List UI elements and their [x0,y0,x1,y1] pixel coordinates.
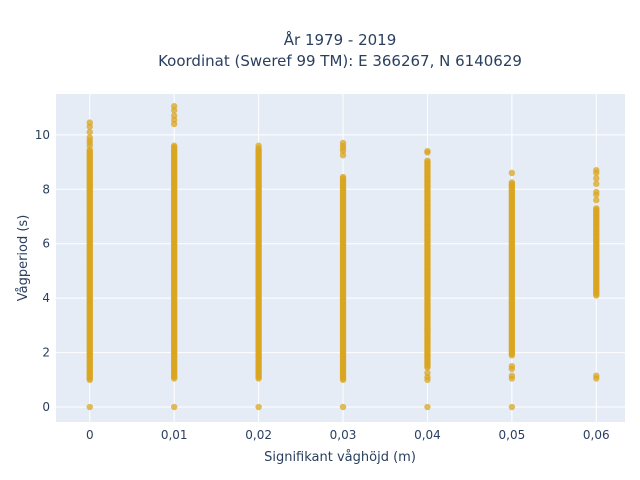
data-point [508,362,516,370]
data-points [86,103,600,411]
data-point [339,173,347,181]
data-point [508,179,516,186]
data-point [255,142,262,149]
data-point [508,169,516,177]
x-tick-label: 0,03 [330,428,357,442]
data-point [170,142,178,149]
data-point [339,403,347,411]
data-point [424,369,431,377]
x-tick-label: 0,01 [161,428,188,442]
y-tick-label: 10 [35,128,50,142]
data-point [593,180,600,188]
data-point [255,403,262,411]
x-tick-label: 0,06 [583,428,610,442]
chart-title-line-1: År 1979 - 2019 [284,30,397,49]
y-tick-label: 2 [42,346,50,360]
x-tick-label: 0,05 [499,428,526,442]
data-point [424,403,431,411]
y-tick-label: 0 [42,400,50,414]
data-point [86,403,93,411]
chart-title-line-2: Koordinat (Sweref 99 TM): E 366267, N 61… [158,52,522,70]
data-point [424,157,431,164]
data-point [170,403,178,411]
data-point [593,205,600,212]
data-point [339,139,347,147]
data-point [424,147,431,155]
data-point [593,188,600,196]
data-point [593,167,600,174]
data-point [86,119,93,126]
data-point [86,128,93,136]
y-tick-label: 6 [42,237,50,251]
y-axis-title: Vågperiod (s) [16,215,31,302]
x-axis-title: Signifikant våghöjd (m) [264,450,416,465]
data-point [508,403,516,411]
x-tick-label: 0,04 [414,428,441,442]
x-tick-label: 0,02 [245,428,272,442]
y-tick-label: 4 [42,291,50,305]
data-point [170,112,178,119]
data-point [593,372,600,379]
data-point [170,103,178,110]
data-point [86,134,93,141]
data-point [508,372,516,379]
y-axis-ticks: 0 2 4 6 8 10 [35,128,50,414]
data-point [593,196,600,204]
data-point [593,175,600,182]
x-axis-ticks: 0 0,01 0,02 0,03 0,04 0,05 0,06 [86,428,610,442]
x-tick-label: 0 [86,428,94,442]
y-tick-label: 8 [42,182,50,196]
